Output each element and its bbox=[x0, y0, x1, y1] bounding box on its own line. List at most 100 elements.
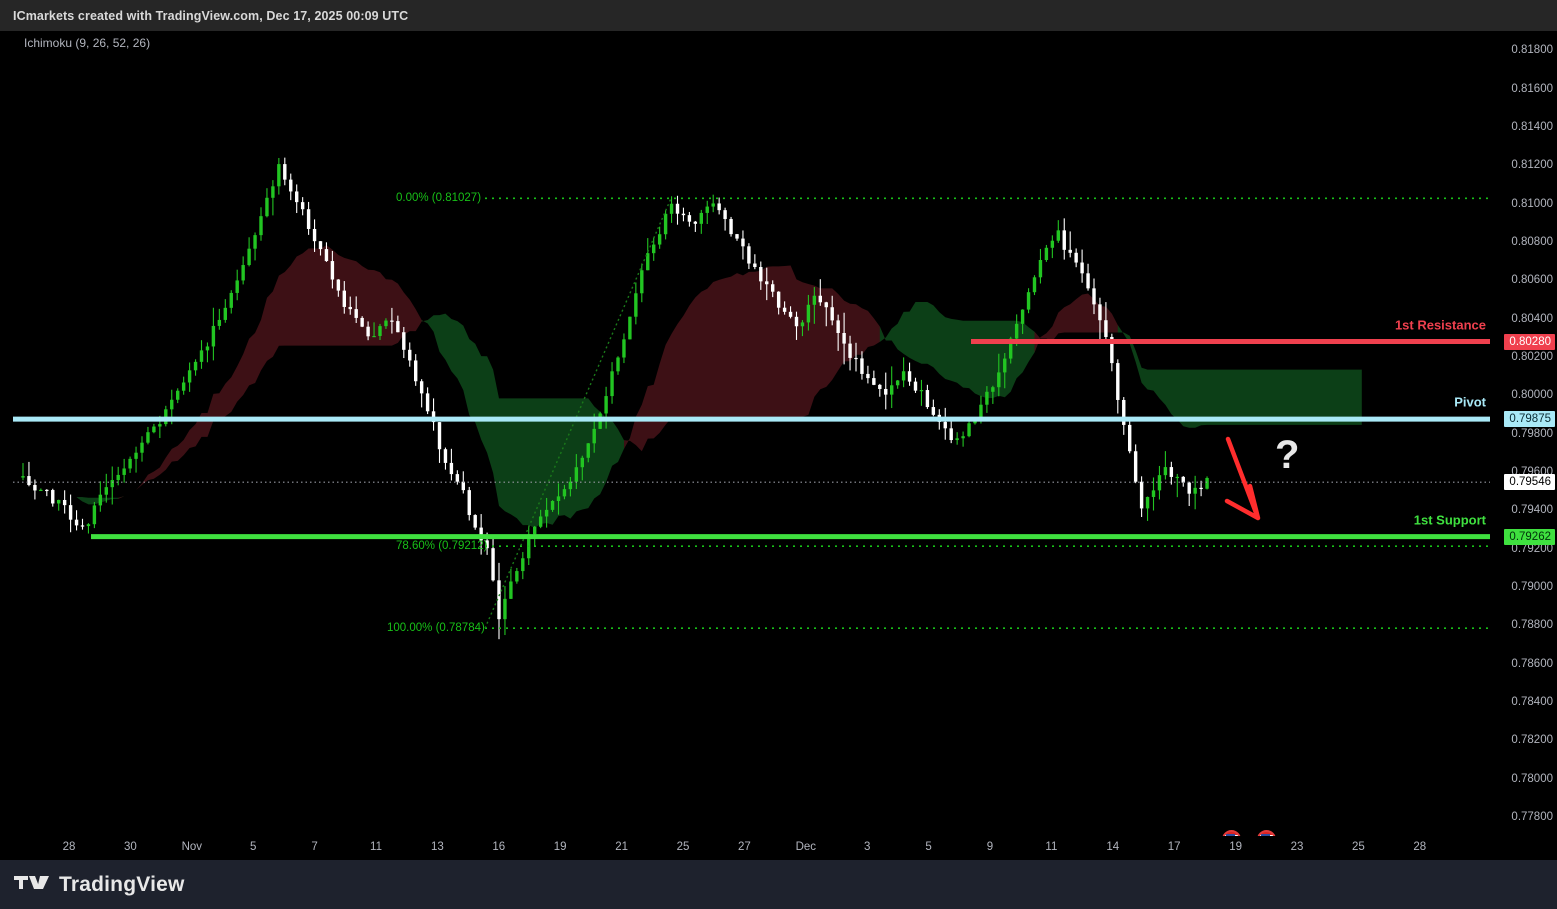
candle-body bbox=[907, 371, 912, 382]
candle-body bbox=[979, 404, 983, 422]
candle-body bbox=[735, 234, 739, 239]
price-tag-pivot[interactable]: 0.79875 bbox=[1504, 411, 1555, 428]
candle-body bbox=[669, 203, 674, 214]
candle-body bbox=[550, 500, 555, 510]
candle-body bbox=[556, 496, 561, 501]
price-tick-0.81000: 0.81000 bbox=[1511, 197, 1553, 210]
time-tick-7: 7 bbox=[311, 841, 318, 853]
price-tag-support[interactable]: 0.79262 bbox=[1504, 528, 1555, 545]
candle-body bbox=[515, 571, 519, 582]
candle-body bbox=[1133, 451, 1138, 482]
candle-body bbox=[181, 382, 186, 391]
candle-body bbox=[592, 428, 596, 444]
candle-body bbox=[533, 526, 537, 535]
cloud-bearish-span bbox=[624, 265, 886, 452]
price-axis[interactable]: 0.81800 0.81600 0.81400 0.81200 0.81000 0.808… bbox=[1490, 31, 1557, 836]
candle-body bbox=[372, 335, 376, 338]
candle-body bbox=[824, 302, 828, 308]
candle-body bbox=[1110, 336, 1114, 364]
candle-body bbox=[419, 381, 424, 394]
candle-body bbox=[1145, 496, 1150, 509]
candle-body bbox=[1050, 240, 1055, 248]
candle-body bbox=[193, 361, 198, 371]
price-tick-0.80200: 0.80200 bbox=[1511, 350, 1553, 363]
candle-body bbox=[485, 540, 489, 549]
price-tick-0.79200: 0.79200 bbox=[1511, 542, 1553, 555]
candle-body bbox=[45, 489, 49, 492]
candle-body bbox=[723, 210, 727, 220]
candle-body bbox=[342, 290, 346, 307]
candle-body bbox=[687, 215, 692, 222]
indicator-legend[interactable]: Ichimoku (9, 26, 52, 26) bbox=[24, 36, 151, 50]
price-tick-0.80400: 0.80400 bbox=[1511, 312, 1553, 325]
candle-body bbox=[152, 426, 156, 433]
price-chart-svg bbox=[13, 157, 1490, 640]
candle-body bbox=[408, 349, 412, 361]
price-tick-0.77800: 0.77800 bbox=[1511, 810, 1553, 823]
candle-body bbox=[241, 265, 245, 281]
fib-label-0: 0.00% (0.81027) bbox=[396, 192, 482, 205]
candle-body bbox=[616, 357, 620, 372]
candle-body bbox=[711, 203, 715, 207]
candle-body bbox=[199, 350, 204, 362]
candle-body bbox=[1056, 230, 1060, 241]
candle-body bbox=[818, 295, 822, 303]
candle-body bbox=[1068, 249, 1072, 253]
candle-body bbox=[675, 203, 680, 214]
candle-body bbox=[235, 280, 239, 293]
candle-body bbox=[657, 234, 662, 245]
price-tag-resistance[interactable]: 0.80280 bbox=[1504, 333, 1555, 350]
candle-body bbox=[890, 385, 894, 395]
candle-body bbox=[1044, 247, 1049, 260]
candle-body bbox=[1009, 338, 1013, 359]
candle-body bbox=[663, 213, 668, 235]
label-1st-resistance: 1st Resistance bbox=[1394, 317, 1486, 332]
candle-body bbox=[753, 263, 757, 268]
time-tick-16: 16 bbox=[492, 841, 506, 853]
candle-body bbox=[354, 309, 358, 318]
candle-body bbox=[330, 261, 335, 280]
candle-body bbox=[122, 468, 126, 475]
candle-body bbox=[693, 221, 698, 224]
candle-body bbox=[80, 525, 85, 527]
candle-body bbox=[931, 407, 936, 415]
candle-body bbox=[812, 295, 817, 305]
candle-body bbox=[92, 505, 97, 525]
candle-body bbox=[384, 320, 388, 327]
candle-body bbox=[300, 202, 305, 210]
candle-body bbox=[1062, 230, 1066, 250]
candle-body bbox=[1092, 288, 1096, 305]
candle-body bbox=[646, 253, 650, 271]
candle-body bbox=[170, 399, 174, 410]
candle-body bbox=[991, 387, 995, 392]
candle-body bbox=[759, 267, 763, 282]
time-tick-Dec: Dec bbox=[795, 841, 817, 853]
tradingview-logo[interactable]: TradingView bbox=[14, 873, 185, 897]
candle-body bbox=[1128, 424, 1132, 452]
time-axis[interactable]: 28 30 Nov 5 7 11 13 16 19 21 25 27 Dec 3 5 9 11 14 17 19 23 2… bbox=[13, 836, 1557, 860]
candle-body bbox=[884, 388, 888, 395]
question-mark-annotation: ? bbox=[1275, 432, 1300, 477]
candle-body bbox=[705, 206, 709, 213]
candle-body bbox=[741, 238, 745, 247]
price-tag-last[interactable]: 0.79546 bbox=[1504, 474, 1555, 491]
candle-body bbox=[854, 357, 858, 360]
candle-body bbox=[1199, 487, 1203, 490]
time-tick-28: 28 bbox=[62, 841, 76, 853]
candle-body bbox=[794, 316, 799, 327]
candle-body bbox=[985, 391, 989, 405]
candle-body bbox=[1038, 259, 1043, 278]
fib-trend-line[interactable] bbox=[484, 198, 672, 629]
chart-plot-area[interactable]: Ichimoku (9, 26, 52, 26) 0.00% (0.81027)… bbox=[13, 31, 1490, 836]
fib-label-786: 78.60% (0.79212) bbox=[396, 540, 488, 553]
time-tick-14: 14 bbox=[1106, 841, 1120, 853]
candle-body bbox=[842, 332, 846, 344]
candle-body bbox=[771, 284, 775, 292]
footer-bar: TradingView bbox=[0, 860, 1557, 909]
time-tick-25: 25 bbox=[1351, 841, 1365, 853]
time-tick-11: 11 bbox=[1045, 841, 1058, 853]
candle-body bbox=[461, 481, 465, 491]
candle-body bbox=[295, 191, 299, 203]
time-tick-19: 19 bbox=[553, 841, 567, 853]
